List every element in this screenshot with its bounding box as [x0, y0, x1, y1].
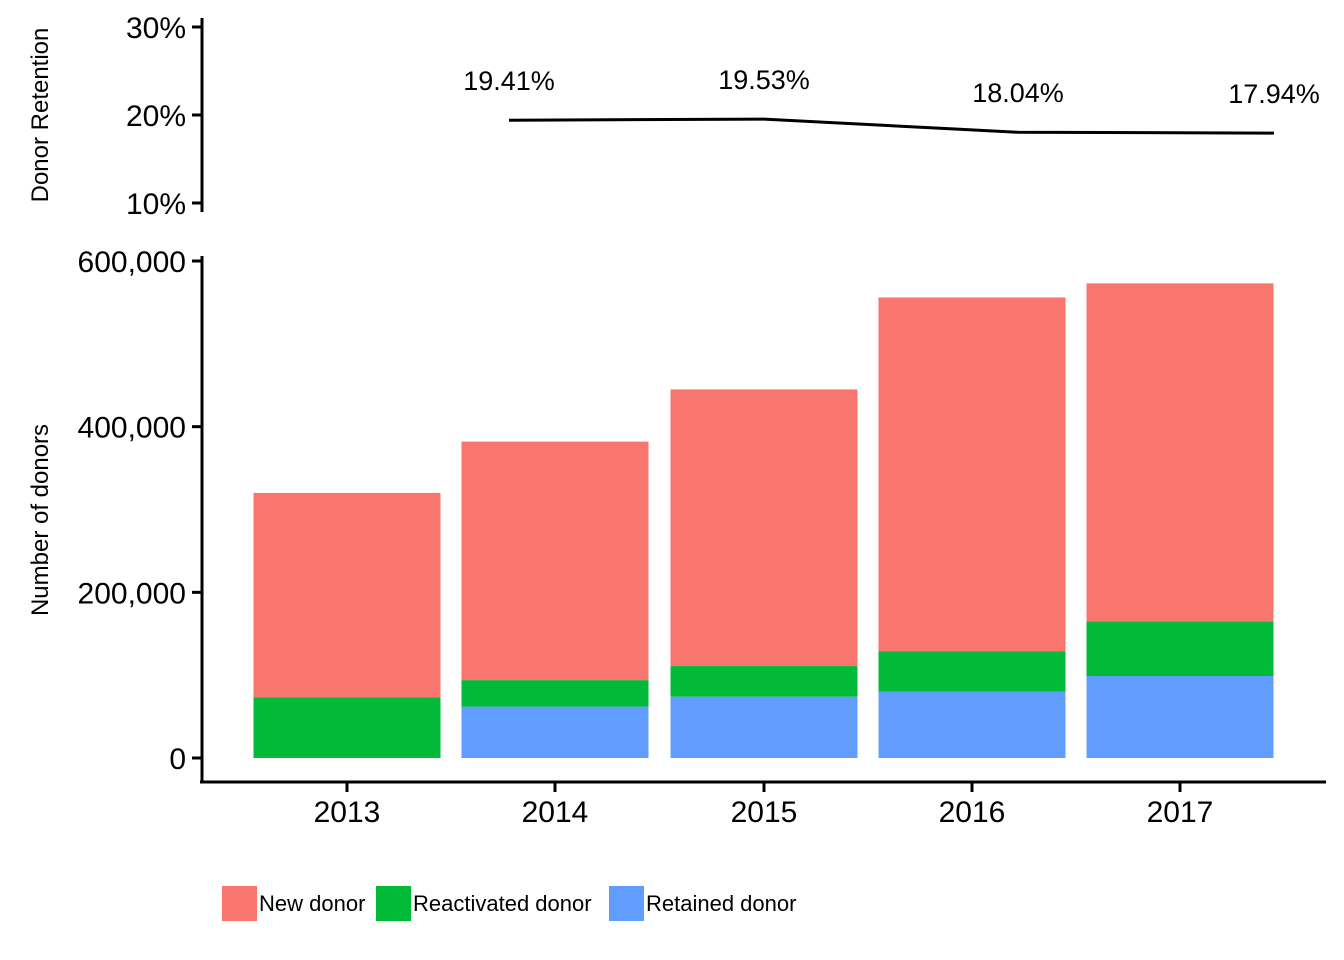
bar-new-donor: [878, 297, 1066, 652]
retention-value-label: 19.53%: [718, 65, 810, 95]
donors-tick-label: 0: [169, 743, 186, 776]
stacked-bars: [253, 283, 1274, 758]
retention-value-label: 19.41%: [463, 66, 555, 96]
legend-swatch: [376, 886, 411, 921]
legend-swatch: [609, 886, 644, 921]
bar-reactivated-donor: [670, 666, 858, 697]
legend-label: Reactivated donor: [413, 891, 592, 916]
bar-retained-donor: [878, 691, 1066, 758]
legend-swatch: [222, 886, 257, 921]
retention-point-labels: 19.41% 19.53% 18.04% 17.94%: [463, 65, 1320, 109]
donors-tick-label: 600,000: [78, 246, 186, 279]
bar-new-donor: [670, 389, 858, 667]
legend: New donor Reactivated donor Retained donor: [222, 886, 796, 921]
bar-new-donor: [253, 492, 441, 698]
retention-tick-label: 30%: [126, 12, 186, 45]
retention-tick-label: 10%: [126, 188, 186, 221]
retention-y-ticks: 10% 20% 30%: [126, 12, 202, 221]
retention-line: [508, 117, 1275, 135]
retention-tick-label: 20%: [126, 100, 186, 133]
retention-axis-title: Donor Retention: [27, 28, 54, 203]
bar-retained-donor: [670, 696, 858, 758]
retention-panel: Donor Retention 10% 20% 30% 19.41% 19.53% 18…: [27, 12, 1320, 221]
bar-retained-donor: [461, 706, 649, 758]
donors-tick-label: 400,000: [78, 412, 186, 445]
bar-reactivated-donor: [1086, 621, 1274, 676]
donors-y-ticks: 0 200,000 400,000 600,000: [78, 246, 202, 776]
donors-axis-title: Number of donors: [27, 424, 54, 616]
legend-label: Retained donor: [646, 891, 796, 916]
retention-value-label: 18.04%: [972, 78, 1064, 108]
bar-new-donor: [461, 441, 649, 681]
bar-reactivated-donor: [878, 651, 1066, 692]
retention-value-label: 17.94%: [1228, 79, 1320, 109]
donors-tick-label: 200,000: [78, 577, 186, 610]
bar-new-donor: [1086, 283, 1274, 622]
legend-label: New donor: [259, 891, 365, 916]
bar-reactivated-donor: [253, 697, 441, 758]
x-tick-label: 2014: [522, 796, 589, 829]
x-tick-label: 2015: [731, 796, 798, 829]
x-tick-label: 2016: [939, 796, 1006, 829]
x-tick-label: 2017: [1147, 796, 1214, 829]
donors-panel: Number of donors 0200,000400,000600,000 …: [27, 246, 1326, 829]
x-tick-label: 2013: [314, 796, 381, 829]
bar-retained-donor: [1086, 675, 1274, 758]
bar-reactivated-donor: [461, 680, 649, 707]
x-axis-ticks: 2013 2014 2015 2016 2017: [314, 782, 1214, 829]
